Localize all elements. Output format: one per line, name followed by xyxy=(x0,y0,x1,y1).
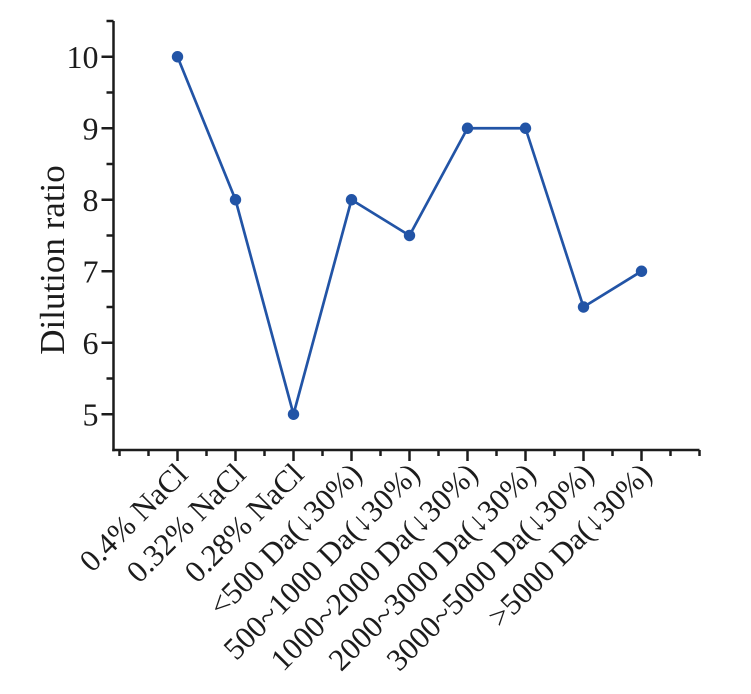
data-point xyxy=(577,301,590,313)
data-point xyxy=(403,229,416,242)
y-tick-label: 9 xyxy=(83,110,99,146)
y-tick-label: 8 xyxy=(83,182,99,218)
data-point xyxy=(635,265,648,277)
y-tick-label: 7 xyxy=(83,253,99,289)
y-axis-title: Dilution ratio xyxy=(33,165,72,355)
data-point xyxy=(461,122,474,134)
y-tick-label: 5 xyxy=(83,396,99,432)
data-point xyxy=(519,122,532,134)
y-tick-label: 10 xyxy=(67,39,99,75)
data-point xyxy=(229,194,242,206)
y-tick-label: 6 xyxy=(83,325,99,361)
data-point xyxy=(345,194,358,206)
data-point xyxy=(171,51,184,63)
data-point xyxy=(287,408,300,420)
